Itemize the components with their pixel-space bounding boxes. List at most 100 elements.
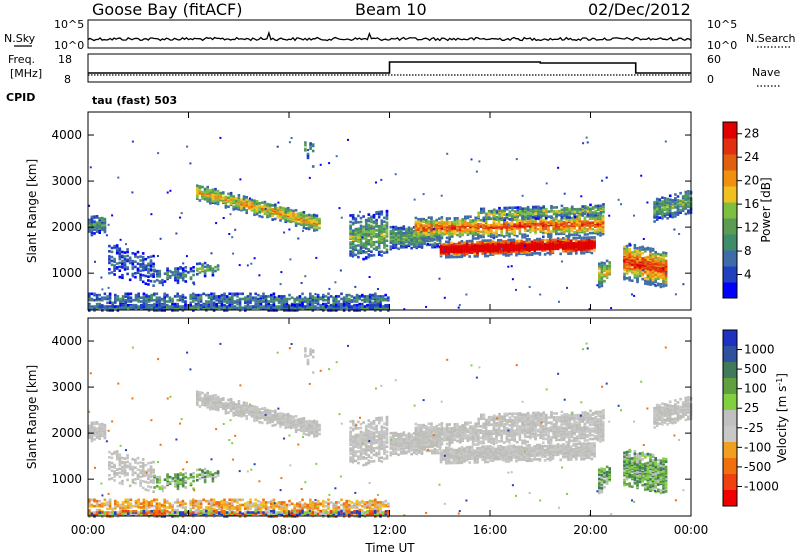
power-cell (140, 304, 143, 307)
power-cell (561, 205, 564, 208)
power-cell (135, 304, 138, 307)
power-cell (471, 242, 474, 245)
power-cell (441, 195, 443, 197)
velocity-cell (139, 482, 142, 485)
power-cell (327, 293, 330, 296)
power-cell (584, 233, 587, 236)
power-cell (239, 305, 242, 308)
power-cell (576, 221, 579, 224)
power-cell (274, 218, 277, 221)
velocity-cell (196, 469, 199, 472)
power-cell (634, 271, 637, 274)
power-cell (365, 246, 368, 249)
power-cell (505, 244, 508, 247)
power-cell (174, 295, 177, 298)
velocity-cell (113, 470, 116, 473)
power-cell (137, 305, 140, 308)
power-cell (360, 217, 363, 220)
power-cell (192, 295, 195, 298)
power-cell (235, 208, 238, 211)
power-cell (308, 214, 311, 217)
power-cell (291, 137, 293, 139)
power-cell (685, 191, 688, 194)
power-cell (477, 219, 480, 222)
power-cell (257, 300, 260, 303)
power-cell (357, 244, 360, 247)
power-cell (287, 220, 290, 223)
power-cell (249, 298, 252, 301)
power-cell (206, 264, 209, 267)
power-cell (252, 305, 255, 308)
power-cell (536, 252, 539, 255)
power-cell (322, 303, 325, 306)
power-cell (445, 256, 448, 259)
power-cell (199, 262, 202, 265)
power-cell (109, 299, 112, 302)
power-cell (576, 230, 579, 233)
nave-tick-top: 60 (707, 53, 721, 66)
power-cell (369, 304, 372, 307)
power-cell (199, 268, 202, 271)
power-cell (332, 296, 335, 299)
power-cell (405, 228, 408, 231)
velocity-cell (150, 474, 153, 477)
power-cell (355, 236, 358, 239)
power-cell (524, 223, 527, 226)
power-cell (312, 165, 315, 168)
power-cell (511, 265, 513, 267)
power-cell (108, 262, 111, 265)
power-cell (375, 229, 378, 232)
power-cell (137, 251, 140, 254)
power-cell (603, 280, 606, 283)
power-cell (199, 271, 202, 274)
power-cell (91, 293, 94, 296)
power-cell (98, 305, 101, 308)
power-cell (355, 245, 358, 248)
power-cell (303, 215, 306, 218)
velocity-cell (121, 466, 124, 469)
power-cell (238, 194, 241, 197)
velocity-cell (150, 470, 153, 473)
power-cell (535, 217, 538, 220)
power-cell (236, 307, 239, 310)
power-cell (189, 294, 192, 297)
power-cell (150, 264, 153, 267)
power-cell (571, 219, 574, 222)
power-cell (122, 295, 125, 298)
power-cell (456, 220, 459, 223)
power-cell (314, 296, 317, 299)
velocity-cell (142, 465, 145, 468)
power-cell (366, 304, 369, 307)
power-cell (121, 251, 124, 254)
power-cell (253, 199, 256, 202)
power-cell (150, 268, 153, 271)
power-cell (124, 258, 127, 261)
power-cell (142, 262, 145, 265)
power-cell (572, 242, 575, 245)
power-cell (234, 300, 237, 303)
power-cell (309, 146, 312, 149)
power-cell (315, 300, 317, 302)
power-cell (566, 207, 569, 210)
power-cell (209, 198, 212, 201)
power-cell (378, 244, 381, 247)
power-cell (381, 234, 384, 237)
power-cell (545, 228, 548, 231)
power-cell (289, 258, 291, 260)
power-cell (327, 296, 330, 299)
power-cell (257, 294, 260, 297)
power-cell (214, 200, 217, 203)
power-cell (301, 302, 304, 305)
power-cell (132, 252, 135, 255)
power-cell (166, 307, 169, 310)
power-cell (269, 215, 272, 218)
power-cell (520, 240, 523, 243)
velocity-cell (124, 474, 127, 477)
power-cell (581, 205, 584, 208)
power-cell (248, 202, 251, 205)
power-cell (435, 221, 438, 224)
power-cell (381, 254, 384, 257)
power-cell (145, 282, 148, 285)
power-cell (474, 232, 477, 235)
power-cell (420, 222, 423, 225)
